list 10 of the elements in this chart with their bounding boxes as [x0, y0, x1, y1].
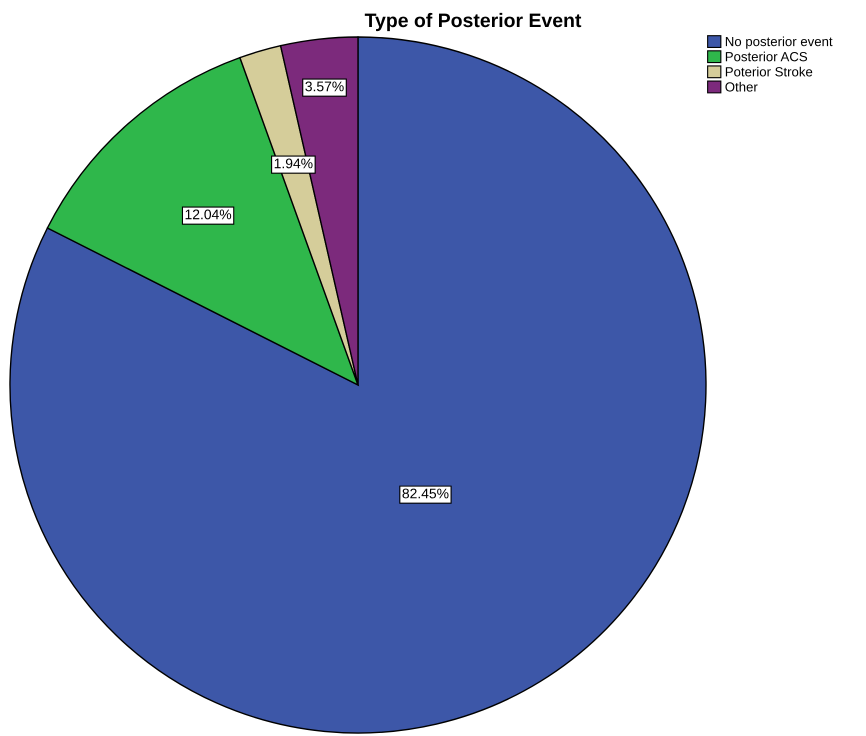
legend-label: Poterior Stroke	[726, 66, 812, 76]
legend-label: No posterior event	[726, 36, 833, 49]
chart-title: Type of Posterior Event	[364, 12, 582, 32]
legend-label: Posterior ACS	[726, 52, 808, 62]
data-label: 12.04%	[186, 210, 232, 220]
data-label: 1.94%	[274, 158, 313, 168]
legend-label: Other	[725, 82, 758, 92]
pie-slice	[9, 36, 707, 734]
data-label: 82.45%	[402, 488, 449, 498]
data-label: 3.57%	[305, 81, 344, 92]
